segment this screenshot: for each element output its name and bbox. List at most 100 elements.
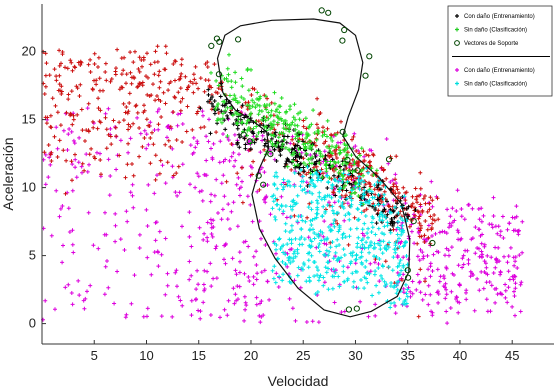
scatter-point-2010 (216, 102, 221, 106)
scatter-point-547 (289, 247, 294, 251)
scatter-point-129 (222, 194, 227, 199)
scatter-point-2436 (295, 219, 300, 224)
scatter-point-2388 (283, 221, 288, 226)
scatter-point-2419 (356, 235, 361, 240)
scatter-point-1327 (188, 79, 193, 84)
scatter-point-1087 (249, 93, 254, 97)
scatter-point-1325 (96, 106, 101, 111)
scatter-point-748 (284, 215, 289, 220)
scatter-point-456 (178, 298, 183, 303)
scatter-point-228 (292, 278, 297, 283)
scatter-point-2225 (332, 274, 337, 279)
scatter-point-1637 (364, 190, 369, 194)
scatter-point-632 (144, 207, 149, 212)
scatter-point-240 (221, 173, 226, 178)
scatter-point-2230 (372, 203, 377, 208)
scatter-point-319 (221, 159, 226, 164)
scatter-point-1584 (400, 194, 405, 199)
scatter-point-2527 (308, 218, 313, 223)
scatter-point-474 (187, 234, 192, 239)
scatter-point-176 (421, 254, 426, 259)
scatter-point-592 (428, 261, 433, 266)
scatter-point-2510 (361, 192, 366, 196)
scatter-point-280 (225, 313, 230, 318)
scatter-point-709 (69, 129, 74, 134)
scatter-point-123 (246, 244, 251, 249)
scatter-point-1741 (268, 139, 273, 144)
scatter-point-483 (304, 320, 309, 324)
scatter-point-897 (235, 171, 240, 176)
scatter-point-545 (227, 158, 232, 163)
scatter-point-1088 (137, 69, 142, 74)
scatter-point-1904 (268, 113, 273, 118)
scatter-point-2248 (336, 199, 341, 204)
scatter-point-404 (464, 288, 469, 293)
scatter-point-768 (322, 219, 327, 224)
scatter-point-1161 (423, 219, 428, 223)
scatter-point-238 (245, 194, 250, 199)
scatter-point-107 (122, 248, 127, 252)
scatter-point-1707 (295, 154, 300, 159)
scatter-point-2037 (226, 72, 231, 77)
scatter-point-1408 (70, 122, 75, 127)
scatter-point-969 (262, 147, 267, 152)
scatter-point-1768 (239, 76, 244, 81)
scatter-point-43 (482, 242, 487, 247)
scatter-point-1822 (252, 100, 257, 105)
scatter-point-2487 (357, 174, 362, 179)
y-axis-title: Aceleración (0, 137, 16, 210)
scatter-point-726 (131, 205, 136, 210)
scatter-point-1294 (75, 112, 80, 117)
scatter-point-705 (239, 185, 243, 190)
scatter-point-1704 (262, 137, 267, 142)
scatter-point-1432 (65, 66, 70, 71)
scatter-point-842 (185, 104, 190, 109)
scatter-point-344 (503, 288, 508, 293)
scatter-point-1164 (292, 213, 297, 218)
scatter-point-455 (83, 296, 88, 301)
scatter-point-2341 (272, 181, 277, 186)
scatter-point-2494 (325, 260, 330, 265)
scatter-point-1743 (225, 134, 230, 138)
scatter-point-849 (379, 199, 384, 204)
scatter-point-600 (205, 235, 210, 240)
axes (41, 4, 554, 345)
scatter-point-1268 (330, 167, 335, 172)
x-tick-label-0: 5 (91, 348, 98, 363)
scatter-point-339 (518, 309, 523, 314)
scatter-point-438 (82, 306, 87, 311)
scatter-point-1235 (420, 210, 425, 214)
scatter-point-1673 (235, 126, 240, 131)
scatter-point-2233 (295, 251, 300, 256)
scatter-point-2284 (272, 264, 277, 269)
scatter-point-1118 (327, 203, 332, 208)
scatter-point-1760 (308, 143, 313, 148)
scatter-point-1715 (218, 94, 223, 99)
scatter-point-671 (450, 220, 455, 225)
scatter-point-590 (506, 269, 511, 274)
scatter-point-1727 (349, 182, 354, 187)
scatter-point-616 (366, 314, 371, 319)
scatter-point-2475 (331, 221, 336, 226)
scatter-point-1304 (131, 75, 136, 80)
scatter-point-409 (211, 276, 216, 281)
scatter-point-626 (86, 210, 91, 215)
scatter-point-546 (106, 285, 111, 290)
scatter-point-673 (293, 318, 298, 323)
scatter-point-2518 (275, 174, 280, 179)
scatter-point-1147 (173, 95, 178, 100)
scatter-point-1133 (393, 191, 398, 196)
scatter-point-2148 (373, 269, 378, 274)
scatter-point-1926 (342, 147, 347, 152)
scatter-point-67 (436, 300, 441, 305)
scatter-point-1250 (138, 81, 143, 86)
scatter-point-1860 (338, 148, 342, 153)
scatter-point-1706 (273, 130, 278, 135)
scatter-point-1184 (400, 278, 404, 283)
scatter-point-1137 (111, 118, 116, 123)
scatter-point-1889 (223, 108, 228, 113)
scatter-point-2524 (359, 210, 364, 215)
scatter-point-831 (179, 71, 184, 76)
scatter-point-2442 (351, 250, 355, 255)
scatter-point-133 (261, 183, 266, 188)
